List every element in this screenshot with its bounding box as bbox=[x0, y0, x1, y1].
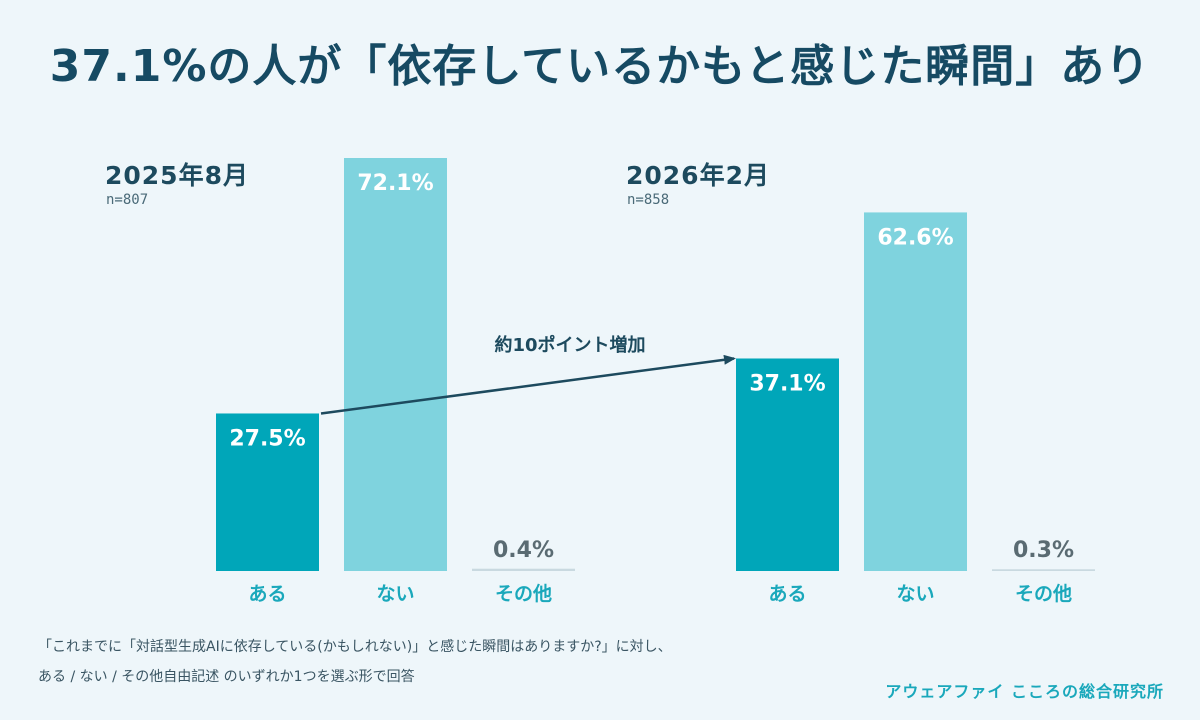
panel-n-2025: n=807 bbox=[106, 192, 149, 208]
value-label-y2025-aru: 27.5% bbox=[229, 426, 305, 451]
value-label-y2026-nai: 62.6% bbox=[877, 225, 953, 250]
panel-period-2026: 2026年2月 bbox=[626, 161, 770, 190]
survey-answer-note: ある / ない / その他自由記述 のいずれか1つを選ぶ形で回答 bbox=[38, 669, 415, 685]
panel-n-2026: n=858 bbox=[627, 192, 670, 208]
bar-y2025-nai bbox=[344, 158, 447, 571]
increase-annotation: 約10ポイント増加 bbox=[494, 334, 645, 356]
survey-question-note: 「これまでに「対話型生成AIに依存している(かもしれない)」と感じた瞬間はありま… bbox=[38, 639, 672, 655]
category-label-y2025-other: その他 bbox=[495, 582, 552, 605]
bar-y2025-other bbox=[472, 568, 575, 571]
panel-period-2025: 2025年8月 bbox=[105, 161, 249, 190]
value-label-y2025-other: 0.4% bbox=[493, 538, 554, 563]
category-label-y2025-nai: ない bbox=[376, 583, 414, 605]
bar-y2025-aru bbox=[216, 413, 319, 571]
category-label-y2026-nai: ない bbox=[896, 583, 934, 605]
bar-y2026-aru bbox=[736, 358, 839, 571]
bar-y2026-other bbox=[992, 569, 1095, 571]
bar-y2026-nai bbox=[864, 212, 967, 571]
value-label-y2025-nai: 72.1% bbox=[357, 171, 433, 196]
category-label-y2026-other: その他 bbox=[1015, 582, 1072, 605]
value-label-y2026-aru: 37.1% bbox=[749, 371, 825, 396]
chart-title: 37.1%の人が「依存しているかもと感じた瞬間」あり bbox=[49, 41, 1151, 92]
category-label-y2025-aru: ある bbox=[248, 583, 286, 605]
category-label-y2026-aru: ある bbox=[768, 583, 806, 605]
increase-arrow bbox=[320, 354, 736, 415]
value-label-y2026-other: 0.3% bbox=[1013, 538, 1074, 563]
organization-credit: アウェアファイ こころの総合研究所 bbox=[885, 682, 1164, 701]
